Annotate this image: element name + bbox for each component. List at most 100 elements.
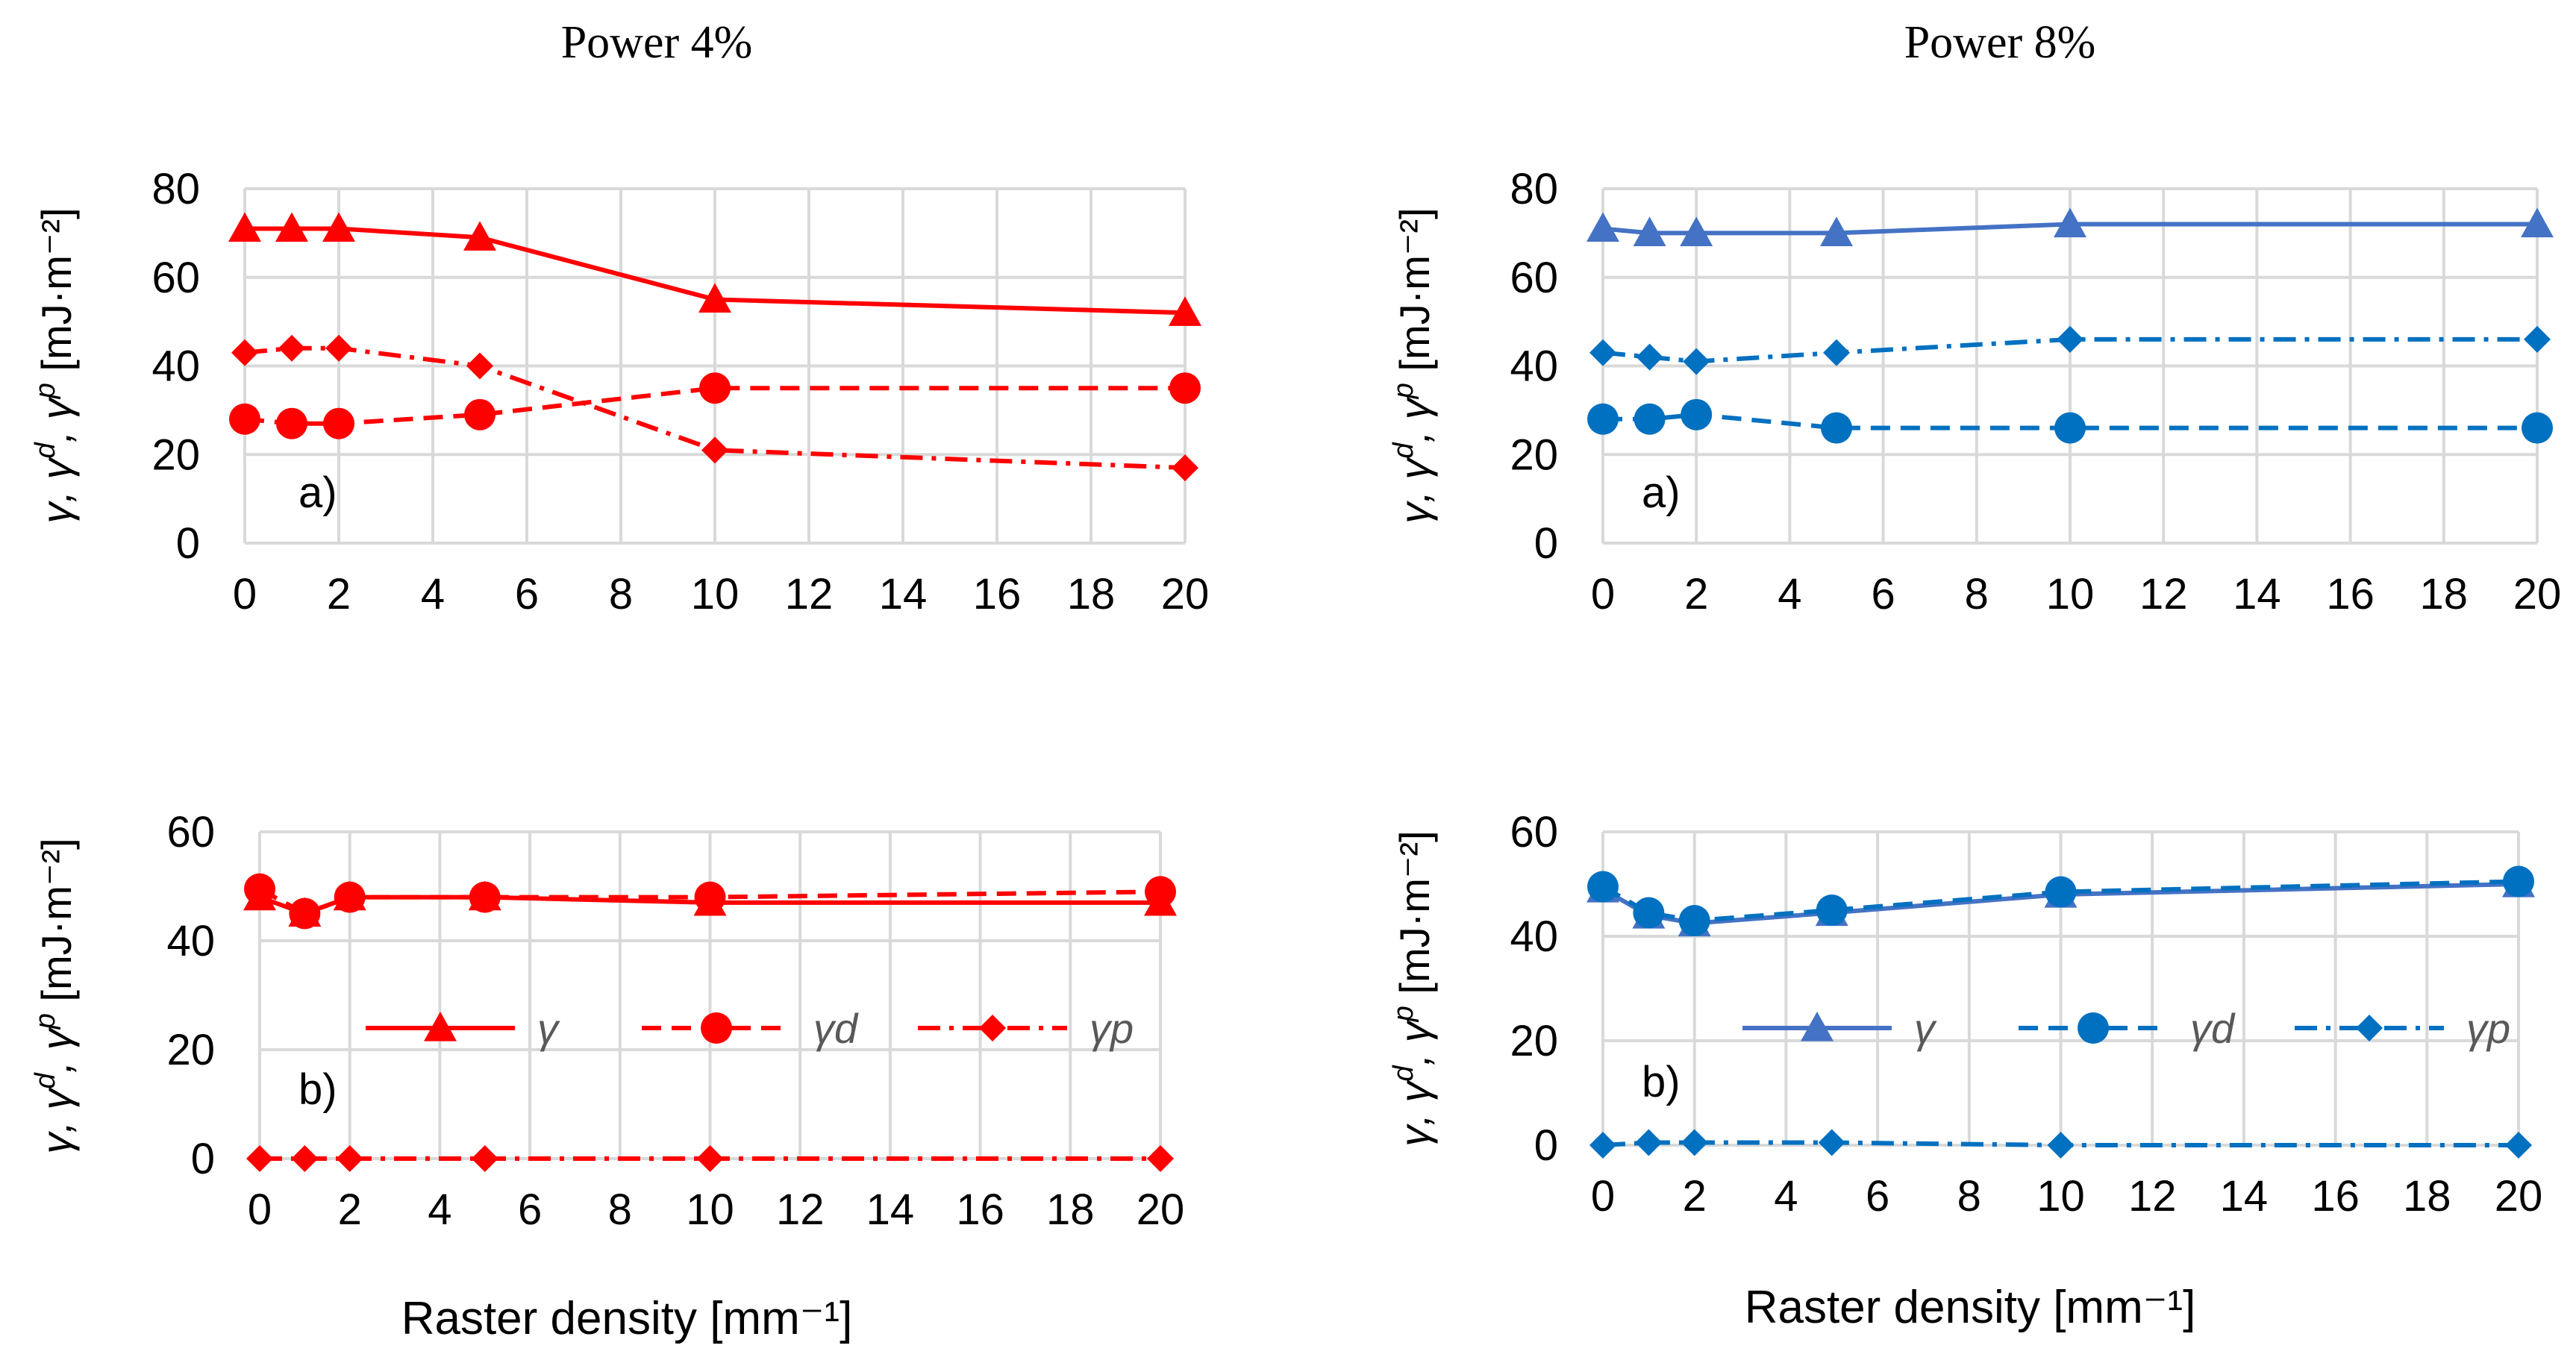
legend-label-gamma: γ — [1914, 1005, 1937, 1052]
x-tick-label: 8 — [609, 570, 633, 618]
data-point-gamma_p — [1636, 343, 1663, 371]
data-point-gamma_p — [1589, 339, 1616, 366]
legend-marker-gamma_d — [2078, 1012, 2109, 1044]
x-tick-label: 8 — [1965, 570, 1989, 618]
y-tick-label: 40 — [166, 917, 215, 965]
data-point-gamma — [1680, 216, 1713, 246]
y-axis-label: γ, γd, γp [mJ·m⁻²] — [30, 838, 80, 1153]
data-point-gamma_d — [1169, 372, 1201, 404]
data-point-gamma_d — [1681, 398, 1713, 430]
x-tick-label: 16 — [2311, 1172, 2360, 1221]
legend-label-gamma_p: γp — [2466, 1005, 2510, 1052]
legend-label-gamma: γ — [537, 1005, 560, 1052]
data-point-gamma_d — [1634, 403, 1666, 435]
data-point-gamma — [2521, 207, 2554, 238]
y-tick-label: 0 — [191, 1135, 215, 1183]
panel-label: b) — [1642, 1058, 1681, 1106]
legend: γ γd γp — [1742, 1005, 2510, 1052]
y-tick-label: 0 — [176, 519, 200, 568]
x-tick-label: 16 — [973, 570, 1022, 618]
series-line-gamma_p — [1602, 336, 2537, 364]
x-tick-label: 4 — [1774, 1172, 1798, 1221]
legend-marker-gamma_p — [979, 1015, 1006, 1041]
data-point-gamma — [698, 283, 731, 313]
data-point-gamma_p — [231, 339, 258, 366]
x-tick-label: 12 — [2128, 1172, 2177, 1221]
data-point-gamma_p — [278, 334, 305, 362]
data-point-gamma — [463, 221, 496, 251]
data-point-gamma_p — [701, 436, 728, 464]
x-tick-label: 18 — [1046, 1185, 1095, 1234]
data-point-gamma_d — [699, 372, 731, 404]
data-point-gamma_d — [469, 881, 501, 913]
data-point-gamma_p — [336, 1145, 363, 1172]
data-point-gamma_d — [1145, 876, 1176, 908]
x-tick-label: 4 — [428, 1185, 451, 1234]
x-tick-label: 10 — [2036, 1172, 2085, 1221]
y-tick-label: 20 — [1510, 1017, 1558, 1065]
x-tick-label: 10 — [691, 570, 740, 618]
x-tick-label: 6 — [1871, 570, 1895, 618]
x-tick-label: 8 — [608, 1185, 632, 1234]
x-tick-label: 20 — [1137, 1185, 1185, 1234]
x-tick-label: 12 — [2139, 570, 2188, 618]
x-tick-label: 14 — [866, 1185, 915, 1234]
x-tick-label: 20 — [2513, 570, 2562, 618]
legend-label-gamma_d: γd — [2190, 1005, 2236, 1052]
data-point-gamma_p — [696, 1145, 724, 1172]
x-axis-label-left: Raster density [mm⁻¹] — [401, 1293, 853, 1344]
y-axis-label: γ, γd, γp [mJ·m⁻²] — [1388, 207, 1438, 523]
data-point-gamma_d — [1816, 895, 1848, 926]
y-tick-label: 40 — [1510, 912, 1558, 961]
y-tick-label: 20 — [1510, 430, 1558, 479]
column-title-power-8: Power 8% — [1904, 17, 2096, 68]
x-tick-label: 14 — [879, 570, 928, 618]
data-point-gamma_d — [2503, 865, 2534, 897]
x-tick-label: 18 — [1067, 570, 1116, 618]
x-tick-label: 4 — [421, 570, 445, 618]
x-tick-label: 6 — [518, 1185, 542, 1234]
x-tick-label: 18 — [2420, 570, 2469, 618]
data-point-gamma_d — [1821, 412, 1852, 444]
legend-label-gamma_p: γp — [1090, 1005, 1134, 1052]
panel-label: b) — [298, 1065, 337, 1114]
data-point-gamma — [1820, 216, 1853, 246]
y-tick-label: 0 — [1534, 1121, 1558, 1170]
x-tick-label: 18 — [2403, 1172, 2451, 1221]
x-tick-label: 12 — [776, 1185, 825, 1234]
data-point-gamma — [1169, 296, 1201, 326]
data-point-gamma — [275, 212, 308, 242]
y-tick-label: 60 — [166, 808, 215, 856]
y-tick-label: 60 — [151, 254, 200, 302]
y-tick-label: 40 — [1510, 342, 1558, 391]
y-tick-label: 80 — [151, 165, 200, 213]
x-tick-label: 16 — [956, 1185, 1004, 1234]
x-tick-label: 2 — [327, 570, 351, 618]
data-point-gamma_d — [1587, 403, 1619, 435]
data-point-gamma_p — [325, 334, 352, 362]
y-tick-label: 20 — [151, 430, 200, 479]
data-point-gamma_p — [1172, 454, 1198, 482]
legend-marker-gamma_d — [701, 1012, 732, 1044]
y-tick-label: 40 — [151, 342, 200, 391]
data-point-gamma_p — [1818, 1129, 1845, 1156]
data-point-gamma_p — [1823, 339, 1850, 366]
x-tick-label: 12 — [785, 570, 834, 618]
panel-label: a) — [1642, 469, 1681, 517]
data-point-gamma — [1586, 212, 1619, 242]
y-tick-label: 20 — [166, 1026, 215, 1074]
data-point-gamma_p — [466, 352, 493, 380]
data-point-gamma_d — [1633, 897, 1665, 929]
data-point-gamma_d — [229, 403, 260, 435]
x-tick-label: 8 — [1957, 1172, 1981, 1221]
y-tick-label: 0 — [1534, 519, 1558, 568]
x-tick-label: 2 — [338, 1185, 362, 1234]
x-tick-label: 6 — [515, 570, 539, 618]
panel-label: a) — [298, 469, 337, 517]
data-point-gamma_d — [2054, 412, 2086, 444]
x-tick-label: 0 — [233, 570, 257, 618]
x-tick-label: 10 — [2046, 570, 2095, 618]
